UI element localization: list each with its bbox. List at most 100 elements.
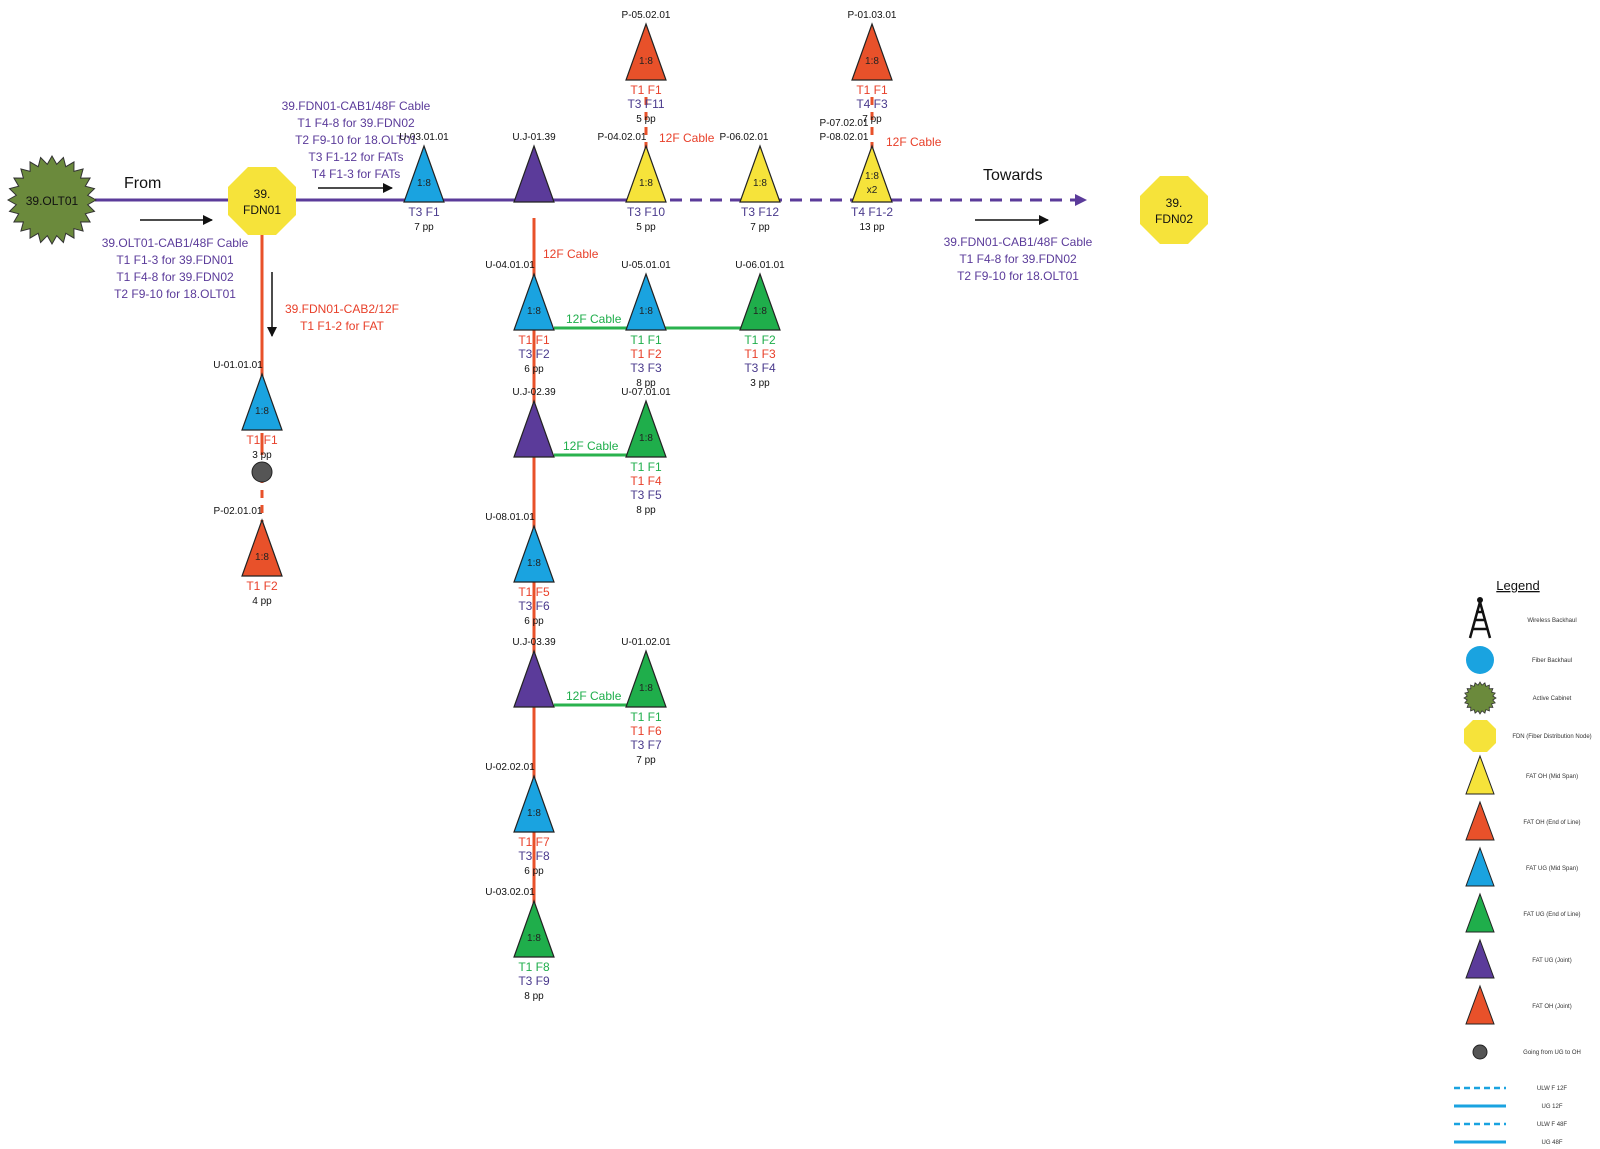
legend-triangle-icon	[1465, 754, 1495, 795]
fiber-assignment-label: T3 F12	[741, 205, 779, 219]
split-ratio-label: 1:8	[255, 552, 269, 563]
active-cabinet-star-icon	[6, 154, 98, 246]
fat-triangle-icon	[739, 144, 781, 203]
node-id-label: U-01.02.01	[621, 637, 671, 648]
legend-item: Active Cabinet	[1463, 681, 1572, 715]
split-ratio-label: 1:8	[865, 56, 879, 67]
fiber-assignment-label: T3 F8	[518, 849, 550, 863]
node-id-label: U-08.01.01	[485, 512, 535, 523]
cab-out-line-5: T4 F1-3 for FATs	[312, 167, 400, 181]
legend-item: FAT OH (End of Line)	[1465, 800, 1581, 841]
wireless-tower-icon	[1468, 601, 1492, 639]
premises-count-label: 5 pp	[636, 114, 656, 125]
cab-towards-line-3: T2 F9-10 for 18.OLT01	[957, 269, 1079, 283]
cable12f-label-u04: 12F Cable	[566, 312, 622, 326]
legend-item: UG 48F	[1454, 1140, 1563, 1146]
fat-node-u-01.01.01[interactable]: U-01.01.01 1:8 T1 F1 3 pp	[213, 360, 283, 461]
premises-count-label: 6 pp	[524, 364, 544, 375]
fat-triangle-icon	[625, 144, 667, 203]
fiber-assignment-label: T3 F7	[630, 738, 662, 752]
node-id-label: U.J-02.39	[512, 387, 556, 398]
premises-count-label: 5 pp	[636, 222, 656, 233]
tower-top-icon	[1477, 597, 1483, 603]
fat-triangle-icon	[739, 272, 781, 331]
legend-label: FAT UG (Joint)	[1532, 958, 1571, 964]
olt-label: 39.OLT01	[26, 194, 79, 208]
fat-node-uj-02.39[interactable]: U.J-02.39	[512, 387, 556, 458]
fat-triangle-icon	[513, 399, 555, 458]
premises-count-label: 4 pp	[252, 596, 272, 607]
node-id-label: U-05.01.01	[621, 260, 671, 271]
legend-item: FAT UG (Mid Span)	[1465, 846, 1578, 887]
cab-out-line-4: T3 F1-12 for FATs	[308, 150, 403, 164]
premises-count-label: 3 pp	[252, 450, 272, 461]
fat-triangle-icon	[625, 272, 667, 331]
fat-node-u-03.01.01[interactable]: U-03.01.01 1:8 T3 F1 7 pp	[399, 132, 449, 233]
legend-label: FAT OH (End of Line)	[1523, 820, 1580, 826]
legend-triangle-icon	[1465, 800, 1495, 841]
legend-triangle-icon	[1465, 892, 1495, 933]
premises-count-label: 13 pp	[859, 222, 884, 233]
fdn02: 39. FDN02	[1140, 176, 1208, 244]
premises-count-label: 7 pp	[862, 114, 882, 125]
legend-triangle-icon	[1465, 846, 1495, 887]
split-ratio-label: 1:8	[639, 178, 653, 189]
fat-node-p-07.02.01[interactable]: P-07.02.01 P-08.02.01 1:8 x2 T4 F1-2 13 pp	[820, 118, 894, 233]
legend-label: FDN (Fiber Distribution Node)	[1512, 734, 1591, 740]
from-label: From	[124, 175, 161, 192]
cab2-text: 39.FDN01-CAB2/12F T1 F1-2 for FAT	[285, 302, 399, 333]
premises-count-label: 7 pp	[414, 222, 434, 233]
legend-item: UG 12F	[1454, 1104, 1563, 1110]
fat-triangle-icon	[403, 144, 445, 203]
cab2-line-2: T1 F1-2 for FAT	[300, 319, 384, 333]
node-id-label: U-07.01.01	[621, 387, 671, 398]
fiber-assignment-label: T3 F5	[630, 488, 662, 502]
split-ratio-label: 1:8	[255, 406, 269, 417]
fat-node-uj-01.39[interactable]: U.J-01.39	[512, 132, 556, 203]
fat-triangle-icon	[625, 399, 667, 458]
node-id-label: U.J-01.39	[512, 132, 556, 143]
legend-label: Active Cabinet	[1533, 696, 1572, 702]
split-ratio-label: 1:8	[639, 683, 653, 694]
split-ratio-label: 1:8	[417, 178, 431, 189]
cable12f-label-p05: 12F Cable	[659, 131, 715, 145]
fat-triangle-icon	[851, 144, 893, 203]
fat-node-uj-03.39[interactable]: U.J-03.39	[512, 637, 556, 708]
split-ratio-label: 1:8	[639, 433, 653, 444]
split-ratio-label: 1:8	[527, 808, 541, 819]
cable12f-label-p01: 12F Cable	[886, 135, 942, 149]
legend-label: ULW F 12F	[1537, 1086, 1568, 1092]
fiber-assignment-label: T3 F6	[518, 599, 550, 613]
legend-triangle-icon	[1465, 984, 1495, 1025]
split-ratio-label: 1:8	[527, 933, 541, 944]
cable12f-label-uj03: 12F Cable	[566, 689, 622, 703]
split-ratio-label: 1:8	[865, 171, 879, 182]
node-id-label: U.J-03.39	[512, 637, 556, 648]
fiber-assignment-label: T3 F4	[744, 361, 776, 375]
cable12f-label-uj02: 12F Cable	[563, 439, 619, 453]
cab-in-line-2: T1 F1-3 for 39.FDN01	[116, 253, 234, 267]
fat-node-p-02.01.01[interactable]: P-02.01.01 1:8 T1 F2 4 pp	[214, 506, 283, 607]
direction-arrows	[140, 183, 1049, 337]
legend-item: Fiber Backhaul	[1466, 646, 1572, 674]
fat-node-p-06.02.01[interactable]: P-06.02.01 1:8 T3 F12 7 pp	[720, 132, 781, 233]
fat-triangle-icon	[241, 518, 283, 577]
node-id-label: U-02.02.01	[485, 762, 535, 773]
fat-node-p-04.02.01[interactable]: P-04.02.01 1:8 T3 F10 5 pp	[598, 132, 667, 233]
node-id-label: P-08.02.01	[820, 132, 869, 143]
fiber-assignment-label: T1 F1	[630, 83, 662, 97]
legend-label: UG 48F	[1541, 1140, 1562, 1146]
fdn02-label-2: FDN02	[1155, 212, 1193, 226]
cable-in-text: 39.OLT01-CAB1/48F Cable T1 F1-3 for 39.F…	[102, 236, 249, 301]
legend-label: FAT OH (Mid Span)	[1526, 774, 1578, 780]
